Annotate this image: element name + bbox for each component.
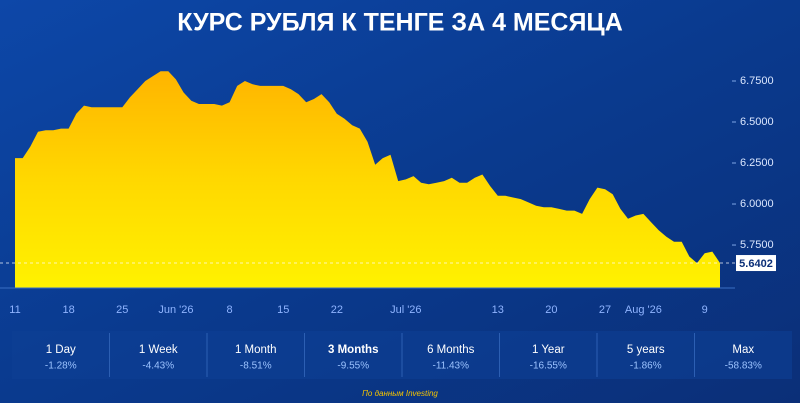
period-label: 1 Year [532,344,565,356]
period-change: -9.55% [337,361,369,372]
period-change: -1.86% [630,361,662,372]
x-tick-label: 20 [545,304,557,316]
period-change: -1.28% [45,361,77,372]
y-tick-label: 6.2500 [740,157,774,169]
last-value-label: 5.6402 [739,258,773,270]
x-tick-label: 27 [599,304,611,316]
area [15,71,720,288]
x-tick-label: 18 [63,304,75,316]
period-change: -58.83% [725,361,762,372]
y-tick-label: 6.7500 [740,75,774,87]
x-tick-label: Jul '26 [390,304,421,316]
period-change: -16.55% [530,361,567,372]
period-label: 1 Month [235,344,277,356]
chart-title: КУРС РУБЛЯ К ТЕНГЕ ЗА 4 МЕСЯЦА [177,9,623,37]
y-tick-label: 6.5000 [740,116,774,128]
x-tick-label: 9 [702,304,708,316]
period-change: -11.43% [432,361,469,372]
x-tick-label: Aug '26 [625,304,662,316]
x-tick-label: Jun '26 [158,304,193,316]
y-tick-label: 6.0000 [740,198,774,210]
period-label: Max [732,344,754,356]
x-tick-label: 8 [227,304,233,316]
period-label: 3 Months [328,344,378,356]
period-label: 1 Day [46,344,76,356]
source-note: По данным Investing [362,389,438,398]
x-tick-label: 22 [331,304,343,316]
x-tick-label: 15 [277,304,289,316]
period-label: 5 years [627,344,665,356]
period-change: -8.51% [240,361,272,372]
y-tick-label: 5.7500 [740,239,774,251]
period-label: 1 Week [139,344,178,356]
x-tick-label: 11 [9,304,20,316]
x-tick-label: 25 [116,304,128,316]
last-value-box [736,255,776,272]
period-label: 6 Months [427,344,475,356]
x-tick-label: 13 [492,304,504,316]
period-change: -4.43% [142,361,174,372]
